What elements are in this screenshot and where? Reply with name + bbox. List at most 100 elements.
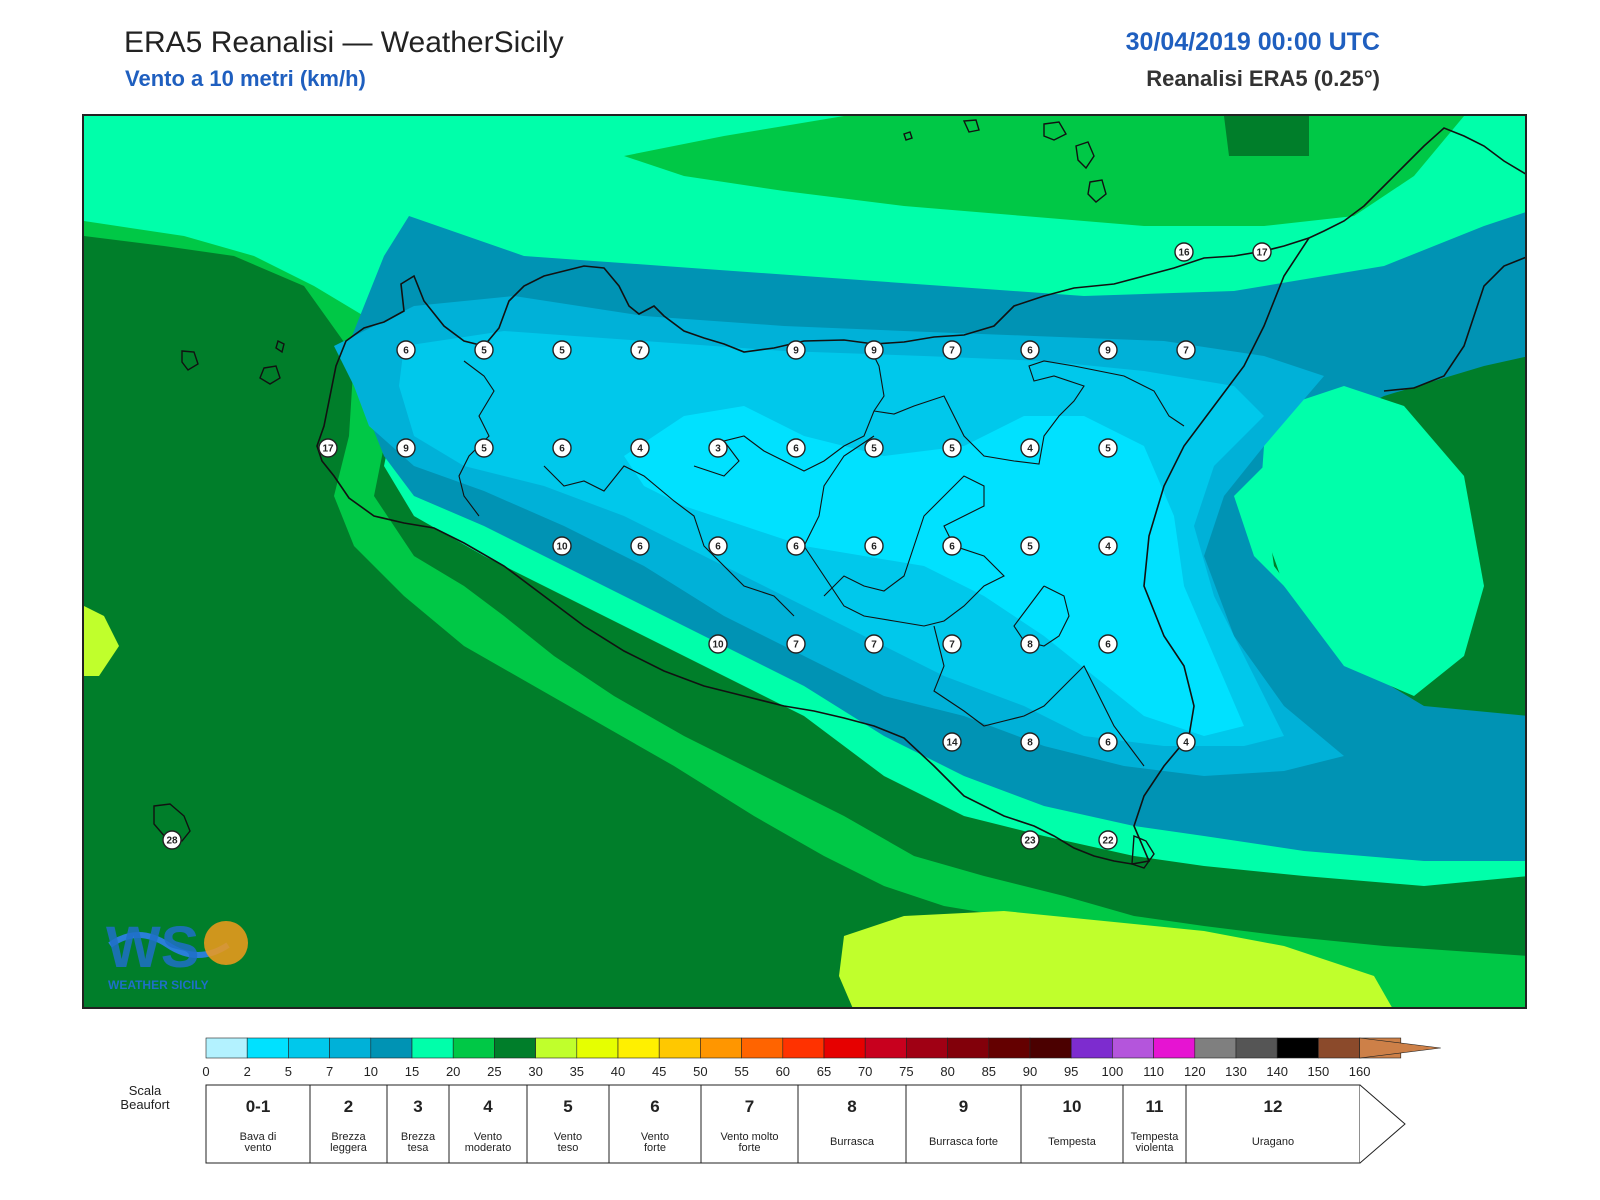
- station-circle: [1098, 732, 1118, 752]
- beaufort-description: Vento: [474, 1131, 502, 1143]
- station-value: 8: [1027, 738, 1033, 749]
- band-20-25: [84, 171, 1525, 1007]
- beaufort-description: leggera: [330, 1142, 368, 1154]
- beaufort-number: 11: [1146, 1097, 1164, 1116]
- logo-mark: WS: [106, 915, 199, 980]
- station-circle: [1020, 438, 1040, 458]
- beaufort-level: 10 Tempesta: [1020, 1084, 1124, 1164]
- colorbar-tick-label: 75: [899, 1064, 913, 1079]
- data-source: Reanalisi ERA5 (0.25°): [1146, 66, 1380, 91]
- station-circle: [1020, 732, 1040, 752]
- colorbar-swatch: [494, 1037, 536, 1059]
- station-circle: [864, 340, 884, 360]
- colorbar-tick-label: 150: [1308, 1064, 1330, 1079]
- station-marker: 5: [942, 438, 962, 458]
- station-circle: [942, 732, 962, 752]
- station-circle: [942, 340, 962, 360]
- station-circle: [552, 340, 572, 360]
- station-marker: 6: [630, 536, 650, 556]
- station-value: 6: [1027, 346, 1033, 357]
- aeolian-islands: [903, 119, 1107, 203]
- beaufort-number: 4: [483, 1097, 493, 1116]
- beaufort-description: Brezza: [331, 1131, 366, 1143]
- station-circle: [630, 438, 650, 458]
- colorbar-tick-label: 110: [1143, 1064, 1164, 1079]
- station-circle: [1098, 340, 1118, 360]
- beaufort-description: Vento: [554, 1131, 582, 1143]
- station-circle: [786, 438, 806, 458]
- station-circle: [942, 536, 962, 556]
- beaufort-arrow: [1359, 1084, 1406, 1164]
- wind-map: 16 17 6 5 5 7 9 9 7 6 9 7 17 9 5 6 4 3 6 5 5 4 5 10 6 6 6 6 6 5 4 10 7 7 7…: [82, 114, 1527, 1009]
- beaufort-label-line2: Beaufort: [120, 1097, 170, 1112]
- station-value: 6: [949, 542, 955, 553]
- band-30-35-south: [839, 911, 1392, 1007]
- beaufort-description: Burrasca forte: [929, 1136, 998, 1148]
- beaufort-description: Burrasca: [830, 1136, 875, 1148]
- colorbar-tick-label: 10: [364, 1064, 378, 1079]
- station-circle: [162, 830, 182, 850]
- colorbar-tick-label: 2: [244, 1064, 251, 1079]
- map-title: ERA5 Reanalisi — WeatherSicily: [124, 26, 564, 59]
- station-value: 9: [871, 346, 877, 357]
- station-circle: [474, 340, 494, 360]
- station-marker: 4: [1020, 438, 1040, 458]
- colorbar-swatch: [1235, 1037, 1278, 1059]
- station-circle: [864, 634, 884, 654]
- beaufort-description: Tempesta: [1048, 1136, 1097, 1148]
- station-marker: 5: [864, 438, 884, 458]
- band-2-5: [624, 406, 1244, 736]
- station-marker: 6: [552, 438, 572, 458]
- station-circle: [1098, 634, 1118, 654]
- station-marker: 7: [630, 340, 650, 360]
- beaufort-number: 3: [413, 1097, 422, 1116]
- malta-coast: [1131, 834, 1155, 869]
- station-markers: 16 17 6 5 5 7 9 9 7 6 9 7 17 9 5 6 4 3 6 5 5 4 5 10 6 6 6 6 6 5 4 10 7 7 7…: [162, 242, 1272, 850]
- colorbar-tick-label: 65: [817, 1064, 831, 1079]
- station-marker: 4: [630, 438, 650, 458]
- colorbar-swatch: [658, 1037, 701, 1059]
- colorbar-tick-label: 55: [734, 1064, 748, 1079]
- beaufort-number: 5: [563, 1097, 572, 1116]
- band-30-35-west: [84, 606, 119, 676]
- colorbar-swatch: [1276, 1037, 1319, 1059]
- station-marker: 6: [708, 536, 728, 556]
- colorbar-tick-label: 20: [446, 1064, 460, 1079]
- station-value: 10: [712, 640, 724, 651]
- beaufort-description: moderato: [465, 1142, 511, 1154]
- beaufort-description: vento: [245, 1142, 272, 1154]
- station-circle: [1176, 340, 1196, 360]
- station-marker: 7: [1176, 340, 1196, 360]
- colorbar-tick-label: 60: [776, 1064, 790, 1079]
- colorbar-tick-label: 15: [405, 1064, 419, 1079]
- station-marker: 22: [1098, 830, 1118, 850]
- colorbar-swatch: [864, 1037, 907, 1059]
- colorbar-swatch: [411, 1037, 454, 1059]
- station-value: 7: [1183, 346, 1189, 357]
- egadi-islands: [181, 339, 285, 385]
- station-circle: [786, 340, 806, 360]
- station-value: 6: [637, 542, 643, 553]
- station-marker: 9: [1098, 340, 1118, 360]
- beaufort-number: 8: [847, 1097, 856, 1116]
- band-25-30-north: [1224, 116, 1309, 156]
- beaufort-number: 10: [1063, 1097, 1082, 1116]
- station-value: 10: [556, 542, 568, 553]
- station-value: 6: [793, 444, 799, 455]
- station-value: 5: [481, 346, 487, 357]
- station-marker: 6: [1098, 634, 1118, 654]
- colorbar-swatch: [452, 1037, 495, 1059]
- station-marker: 7: [942, 340, 962, 360]
- valid-datetime: 30/04/2019 00:00 UTC: [1125, 28, 1380, 56]
- legend-panel: 0 2 5 7 10 15 20 25 30 35 40 45 50 55 60 65 70 75 80 85 90 95…: [120, 1037, 1441, 1164]
- colorbar-tick-label: 80: [940, 1064, 954, 1079]
- station-value: 6: [1105, 640, 1111, 651]
- station-circle: [1176, 732, 1196, 752]
- station-marker: 28: [162, 830, 182, 850]
- station-circle: [552, 536, 572, 556]
- station-marker: 10: [708, 634, 728, 654]
- station-circle: [1020, 340, 1040, 360]
